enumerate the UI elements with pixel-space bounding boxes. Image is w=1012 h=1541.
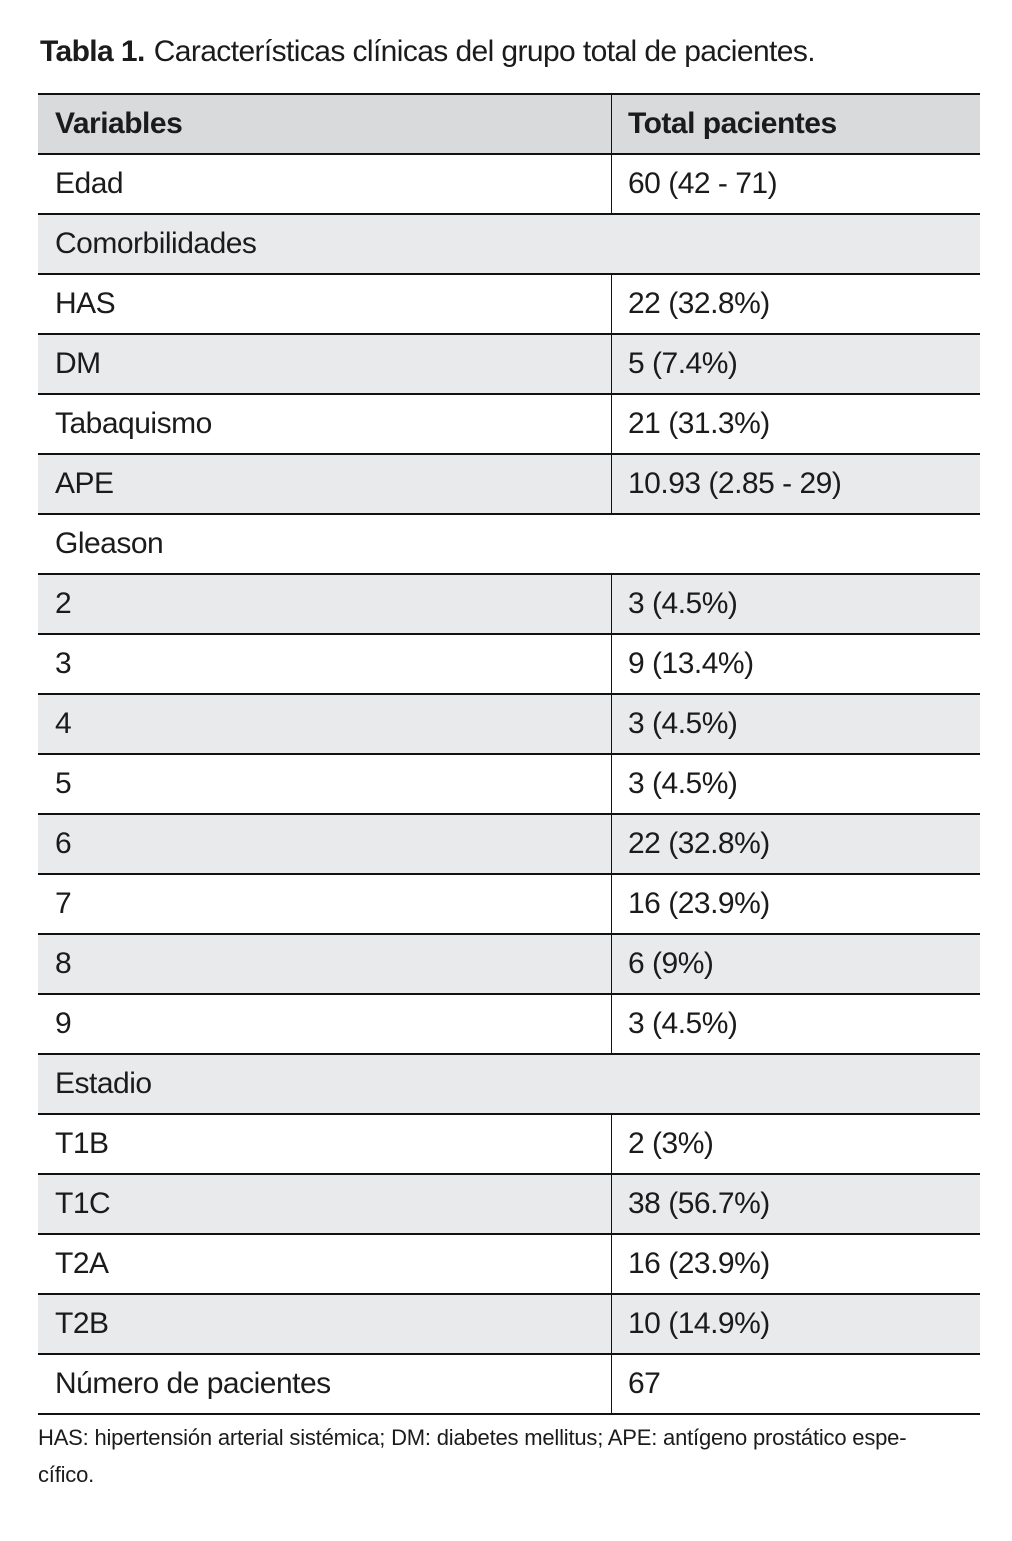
table-row: Tabaquismo 21 (31.3%) — [38, 395, 980, 455]
row-label: 5 — [55, 767, 72, 800]
row-label: Gleason — [55, 527, 164, 560]
row-value: 3 (4.5%) — [611, 995, 980, 1053]
table-row: Gleason — [38, 515, 980, 575]
row-value: 22 (32.8%) — [611, 275, 980, 333]
table-body: Edad 60 (42 - 71) Comorbilidades HAS 22 … — [38, 155, 980, 1415]
row-value: 10.93 (2.85 - 29) — [611, 455, 980, 513]
row-value: 2 (3%) — [611, 1115, 980, 1173]
table-row: Comorbilidades — [38, 215, 980, 275]
table-row: APE 10.93 (2.85 - 29) — [38, 455, 980, 515]
table-row: T1B 2 (3%) — [38, 1115, 980, 1175]
table-row: Estadio — [38, 1055, 980, 1115]
table-row: Número de pacientes 67 — [38, 1355, 980, 1415]
table-caption-text: Características clínicas del grupo total… — [153, 35, 816, 68]
row-label: Estadio — [55, 1067, 152, 1100]
row-value: 16 (23.9%) — [611, 875, 980, 933]
row-label: T1C — [55, 1187, 111, 1220]
row-value: 3 (4.5%) — [611, 755, 980, 813]
row-label: Comorbilidades — [55, 227, 257, 260]
table-row: 2 3 (4.5%) — [38, 575, 980, 635]
row-label: Edad — [55, 167, 124, 200]
row-value: 10 (14.9%) — [611, 1295, 980, 1353]
row-label: T2B — [55, 1307, 109, 1340]
table-caption: Tabla 1. Características clínicas del gru… — [40, 34, 980, 70]
row-label: 9 — [55, 1007, 72, 1040]
row-label: DM — [55, 347, 101, 380]
table-header-row: Variables Total pacientes — [38, 95, 980, 155]
row-label: Tabaquismo — [55, 407, 212, 440]
row-value: 3 (4.5%) — [611, 575, 980, 633]
column-header-total-pacientes: Total pacientes — [611, 95, 980, 153]
table-row: T1C 38 (56.7%) — [38, 1175, 980, 1235]
table-row: T2A 16 (23.9%) — [38, 1235, 980, 1295]
table-row: 8 6 (9%) — [38, 935, 980, 995]
table-row: 5 3 (4.5%) — [38, 755, 980, 815]
row-label: T2A — [55, 1247, 109, 1280]
row-value: 6 (9%) — [611, 935, 980, 993]
row-label: T1B — [55, 1127, 109, 1160]
table-row: 9 3 (4.5%) — [38, 995, 980, 1055]
table-footnote: HAS: hipertensión arterial sistémica; DM… — [38, 1419, 990, 1493]
row-value: 38 (56.7%) — [611, 1175, 980, 1233]
row-value: 16 (23.9%) — [611, 1235, 980, 1293]
table-row: DM 5 (7.4%) — [38, 335, 980, 395]
row-label: 7 — [55, 887, 72, 920]
table-row: 3 9 (13.4%) — [38, 635, 980, 695]
row-value: 22 (32.8%) — [611, 815, 980, 873]
row-label: 8 — [55, 947, 72, 980]
row-value: 67 — [611, 1355, 980, 1413]
footnote-line-2: cífico. — [38, 1462, 95, 1487]
row-label: Número de pacientes — [55, 1367, 331, 1400]
table-caption-number: Tabla 1. — [40, 35, 145, 68]
row-label: 6 — [55, 827, 72, 860]
row-value: 21 (31.3%) — [611, 395, 980, 453]
clinical-characteristics-table: Variables Total pacientes Edad 60 (42 - … — [38, 93, 980, 1415]
row-label: 2 — [55, 587, 72, 620]
table-row: 6 22 (32.8%) — [38, 815, 980, 875]
table-row: 4 3 (4.5%) — [38, 695, 980, 755]
row-label: 4 — [55, 707, 72, 740]
row-label: 3 — [55, 647, 72, 680]
row-label: APE — [55, 467, 114, 500]
table-row: HAS 22 (32.8%) — [38, 275, 980, 335]
row-value: 60 (42 - 71) — [611, 155, 980, 213]
row-value: 9 (13.4%) — [611, 635, 980, 693]
row-label: HAS — [55, 287, 116, 320]
table-row: 7 16 (23.9%) — [38, 875, 980, 935]
table-row: T2B 10 (14.9%) — [38, 1295, 980, 1355]
footnote-line-1: HAS: hipertensión arterial sistémica; DM… — [38, 1425, 907, 1450]
row-value: 3 (4.5%) — [611, 695, 980, 753]
table-row: Edad 60 (42 - 71) — [38, 155, 980, 215]
column-header-variables: Variables — [55, 107, 183, 140]
row-value: 5 (7.4%) — [611, 335, 980, 393]
